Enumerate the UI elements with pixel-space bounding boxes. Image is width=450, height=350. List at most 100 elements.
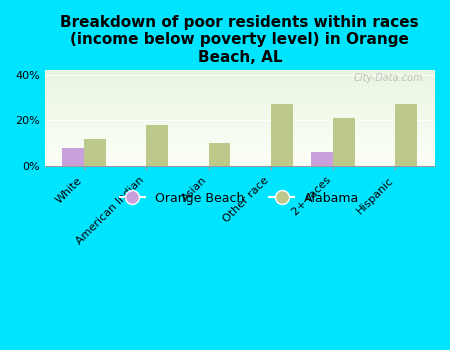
Bar	[45, 89, 435, 90]
Bar	[45, 95, 435, 96]
Bar	[45, 120, 435, 121]
Bar	[45, 110, 435, 111]
Bar	[45, 130, 435, 131]
Bar	[45, 140, 435, 141]
Bar	[45, 91, 435, 92]
Bar	[45, 142, 435, 143]
Bar	[45, 83, 435, 84]
Bar	[45, 94, 435, 95]
Bar	[45, 82, 435, 83]
Bar	[45, 144, 435, 145]
Bar	[45, 90, 435, 91]
Bar	[396, 104, 417, 166]
Title: Breakdown of poor residents within races
(income below poverty level) in Orange
: Breakdown of poor residents within races…	[60, 15, 419, 65]
Bar	[45, 139, 435, 140]
Bar	[45, 74, 435, 75]
Bar	[45, 100, 435, 101]
Bar	[146, 125, 168, 166]
Bar	[45, 76, 435, 77]
Bar	[45, 127, 435, 128]
Bar	[63, 148, 84, 166]
Bar	[45, 118, 435, 119]
Bar	[45, 138, 435, 139]
Bar	[45, 99, 435, 100]
Bar	[45, 103, 435, 104]
Bar	[45, 101, 435, 102]
Bar	[45, 104, 435, 105]
Bar	[45, 78, 435, 79]
Text: City-Data.com: City-Data.com	[354, 73, 423, 83]
Bar	[45, 105, 435, 106]
Bar	[45, 163, 435, 164]
Bar	[45, 71, 435, 72]
Bar	[45, 75, 435, 76]
Bar	[45, 86, 435, 87]
Bar	[45, 156, 435, 157]
Bar	[45, 158, 435, 159]
Bar	[45, 146, 435, 147]
Bar	[45, 88, 435, 89]
Bar	[209, 143, 230, 166]
Bar	[45, 125, 435, 126]
Bar	[45, 79, 435, 80]
Bar	[45, 162, 435, 163]
Bar	[45, 126, 435, 127]
Bar	[45, 96, 435, 97]
Bar	[45, 121, 435, 122]
Bar	[45, 165, 435, 166]
Bar	[45, 115, 435, 116]
Bar	[45, 80, 435, 81]
Bar	[45, 129, 435, 130]
Bar	[45, 145, 435, 146]
Bar	[45, 70, 435, 71]
Bar	[333, 118, 355, 166]
Bar	[45, 81, 435, 82]
Bar	[45, 153, 435, 154]
Bar	[45, 154, 435, 155]
Bar	[311, 152, 333, 166]
Bar	[45, 77, 435, 78]
Bar	[45, 122, 435, 123]
Bar	[45, 123, 435, 124]
Bar	[271, 104, 293, 166]
Bar	[45, 148, 435, 149]
Bar	[45, 136, 435, 137]
Bar	[45, 131, 435, 132]
Bar	[45, 106, 435, 107]
Bar	[45, 116, 435, 117]
Bar	[45, 128, 435, 129]
Bar	[45, 147, 435, 148]
Bar	[45, 113, 435, 114]
Bar	[45, 151, 435, 152]
Bar	[45, 152, 435, 153]
Bar	[45, 155, 435, 156]
Bar	[45, 119, 435, 120]
Bar	[45, 87, 435, 88]
Legend: Orange Beach, Alabama: Orange Beach, Alabama	[115, 187, 364, 210]
Bar	[45, 97, 435, 98]
Bar	[45, 150, 435, 151]
Bar	[45, 157, 435, 158]
Bar	[45, 141, 435, 142]
Bar	[45, 111, 435, 112]
Bar	[45, 93, 435, 94]
Bar	[45, 84, 435, 85]
Bar	[45, 132, 435, 133]
Bar	[45, 112, 435, 113]
Bar	[45, 114, 435, 115]
Bar	[45, 108, 435, 109]
Bar	[45, 159, 435, 160]
Bar	[45, 160, 435, 161]
Bar	[45, 124, 435, 125]
Bar	[45, 149, 435, 150]
Bar	[45, 102, 435, 103]
Bar	[45, 92, 435, 93]
Bar	[45, 135, 435, 136]
Bar	[45, 107, 435, 108]
Bar	[45, 133, 435, 134]
Bar	[45, 164, 435, 165]
Bar	[45, 98, 435, 99]
Bar	[45, 85, 435, 86]
Bar	[45, 134, 435, 135]
Bar	[45, 109, 435, 110]
